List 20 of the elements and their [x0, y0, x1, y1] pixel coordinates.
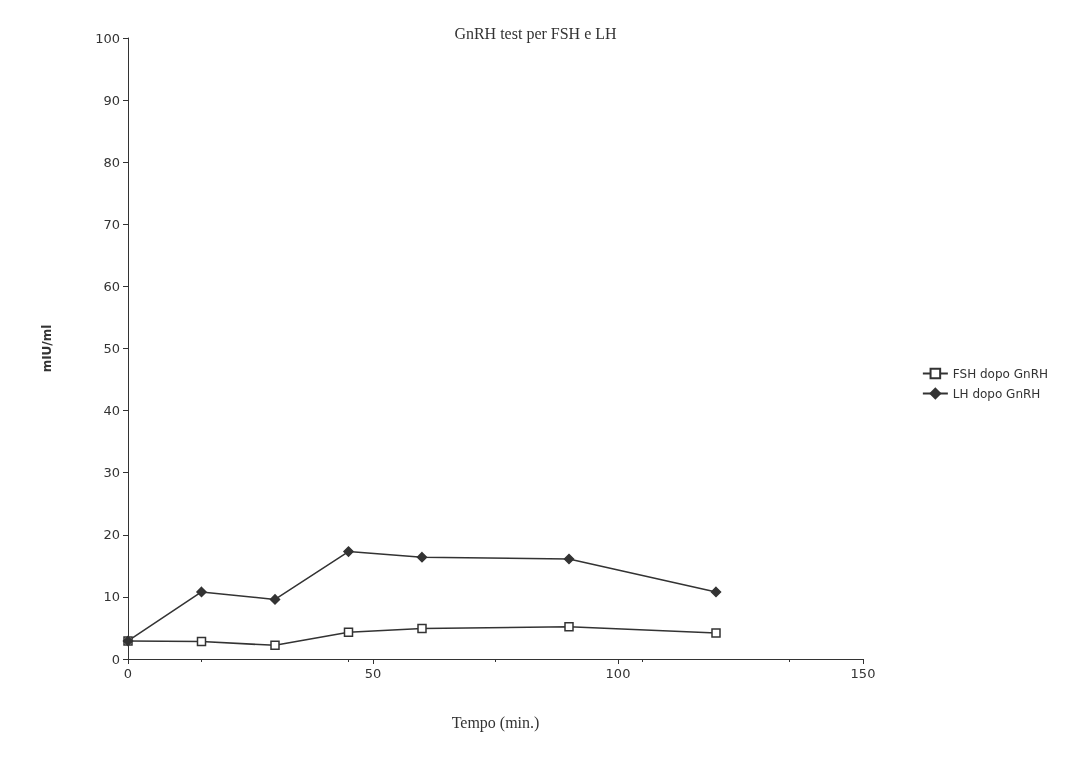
- y-tick-label: 0: [111, 651, 120, 667]
- x-tick-label: 150: [850, 666, 876, 681]
- y-tick-label: 30: [103, 465, 120, 481]
- x-tick-label: 50: [364, 666, 382, 681]
- y-tick-label: 10: [103, 589, 120, 605]
- x-tick-label: 100: [605, 666, 631, 681]
- legend-label: FSH dopo GnRH: [952, 366, 1049, 381]
- y-tick-label: 90: [103, 92, 120, 108]
- x-axis-title: Tempo (min.): [451, 713, 540, 732]
- chart-title: GnRH test per FSH e LH: [454, 24, 618, 43]
- x-tick-label: 0: [123, 666, 133, 681]
- y-axis-title: mIU/ml: [40, 324, 54, 373]
- y-tick-label: 40: [103, 403, 120, 419]
- y-tick-label: 70: [103, 216, 120, 232]
- y-tick-label: 50: [103, 341, 120, 356]
- y-tick-label: 80: [103, 154, 120, 170]
- y-tick-label: 60: [103, 278, 120, 294]
- y-tick-label: 100: [95, 30, 120, 46]
- legend-label: LH dopo GnRH: [952, 386, 1041, 401]
- y-tick-label: 20: [103, 527, 120, 543]
